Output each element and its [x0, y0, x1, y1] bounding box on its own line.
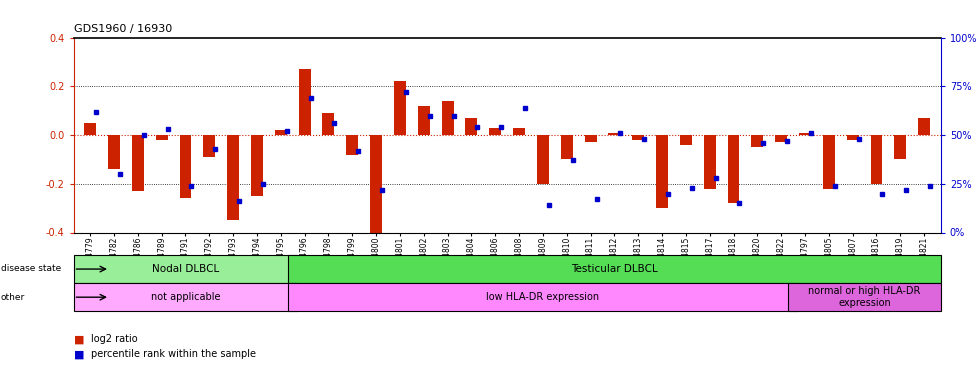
Bar: [823, 135, 835, 189]
Bar: [514, 128, 525, 135]
Bar: [299, 69, 311, 135]
Bar: [417, 106, 429, 135]
Bar: [251, 135, 263, 196]
Bar: [227, 135, 239, 220]
Bar: [918, 118, 930, 135]
Bar: [561, 135, 572, 159]
Bar: [346, 135, 359, 154]
Text: GDS1960 / 16930: GDS1960 / 16930: [74, 24, 172, 34]
Bar: [537, 135, 549, 184]
Bar: [288, 255, 941, 283]
Bar: [288, 283, 798, 311]
Bar: [788, 283, 941, 311]
Text: ■: ■: [74, 334, 84, 344]
Bar: [442, 101, 454, 135]
Bar: [179, 135, 191, 198]
Text: Testicular DLBCL: Testicular DLBCL: [571, 264, 658, 274]
Text: ■: ■: [74, 350, 84, 359]
Bar: [204, 135, 216, 157]
Bar: [799, 133, 810, 135]
Text: percentile rank within the sample: percentile rank within the sample: [91, 350, 256, 359]
Bar: [274, 130, 287, 135]
Bar: [680, 135, 692, 145]
Bar: [322, 113, 334, 135]
Bar: [656, 135, 668, 208]
Text: disease state: disease state: [1, 264, 61, 273]
Bar: [156, 135, 168, 140]
Bar: [632, 135, 644, 140]
Text: log2 ratio: log2 ratio: [91, 334, 138, 344]
Bar: [370, 135, 382, 237]
Bar: [132, 135, 144, 191]
Text: other: other: [1, 292, 25, 302]
Bar: [394, 81, 406, 135]
Bar: [466, 118, 477, 135]
Text: not applicable: not applicable: [151, 292, 220, 302]
Bar: [895, 135, 906, 159]
Text: normal or high HLA-DR
expression: normal or high HLA-DR expression: [808, 286, 921, 308]
Bar: [775, 135, 787, 142]
Bar: [489, 128, 501, 135]
Bar: [752, 135, 763, 147]
Bar: [74, 255, 298, 283]
Text: low HLA-DR expression: low HLA-DR expression: [486, 292, 600, 302]
Bar: [847, 135, 858, 140]
Bar: [74, 283, 298, 311]
Text: Nodal DLBCL: Nodal DLBCL: [152, 264, 220, 274]
Bar: [585, 135, 597, 142]
Bar: [727, 135, 740, 203]
Bar: [108, 135, 120, 169]
Bar: [84, 123, 96, 135]
Bar: [870, 135, 882, 184]
Bar: [704, 135, 715, 189]
Bar: [609, 133, 620, 135]
